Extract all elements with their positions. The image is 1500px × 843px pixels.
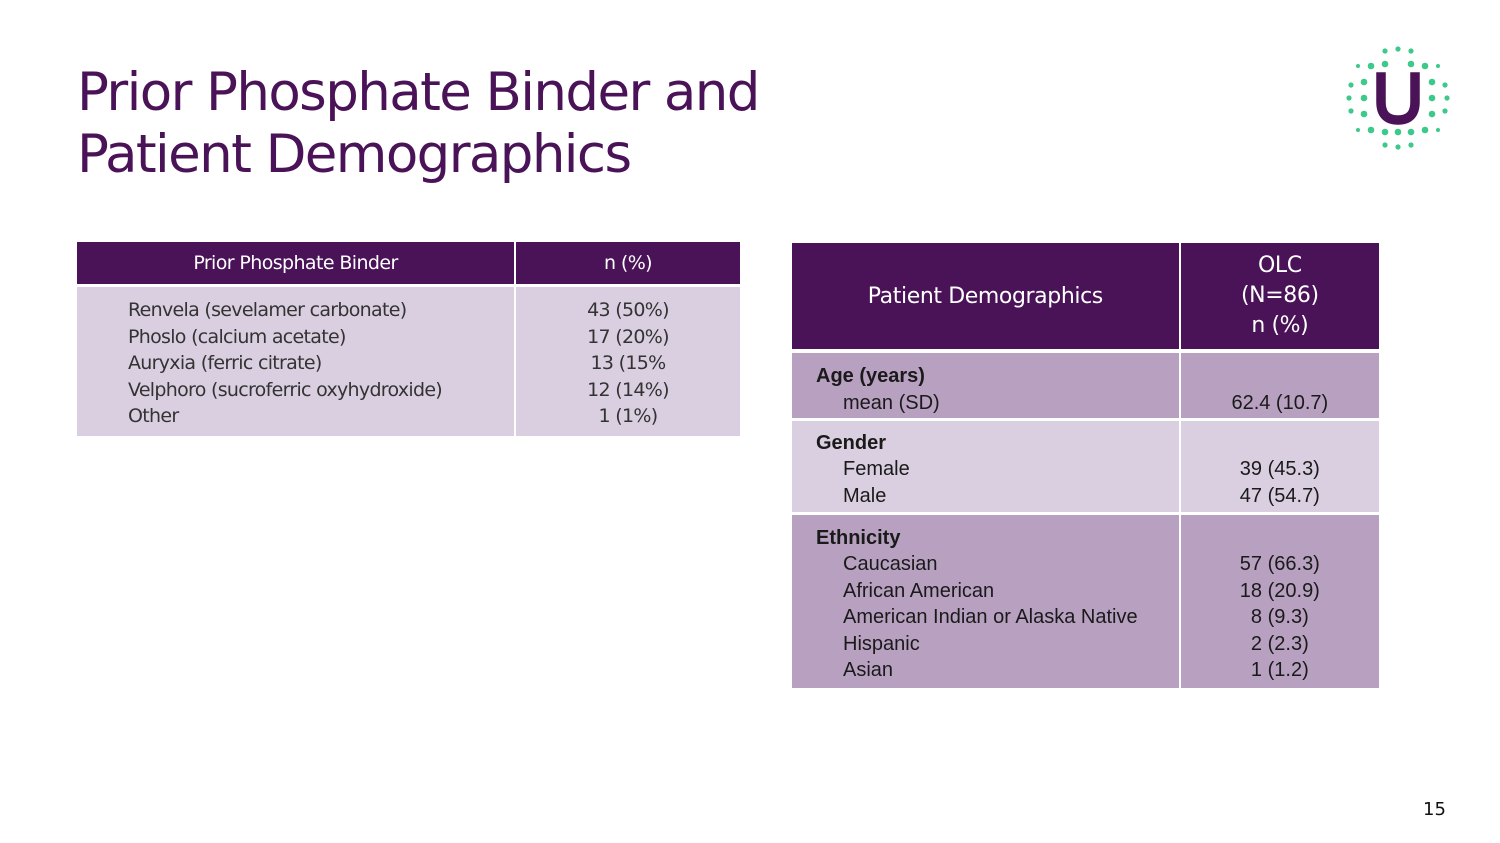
logo-u-letter (1376, 72, 1420, 125)
company-logo (1346, 46, 1450, 150)
binder-value: 13 (15% (590, 352, 667, 374)
section-item-label: Asian (843, 659, 894, 681)
binder-label: Phoslo (calcium acetate) (128, 325, 346, 348)
page-title: Prior Phosphate Binder and Patient Demog… (77, 62, 760, 186)
binder-values-cell: 43 (50%) 17 (20%) 13 (15% 12 (14%) 1 (1%… (515, 285, 740, 436)
binder-header-value: n (%) (515, 242, 740, 286)
page-number: 15 (1423, 799, 1446, 820)
section-row-gender: Gender Female Male 39 (45.3) 47 (54.7) (792, 419, 1379, 513)
age-labels-cell: Age (years) mean (SD) (792, 351, 1181, 419)
section-item-value: 62.4 (10.7) (1231, 391, 1329, 414)
binder-table-body-row: Renvela (sevelamer carbonate) Phoslo (ca… (77, 285, 740, 436)
section-item-label: African American (843, 579, 995, 602)
demographics-header-label: Patient Demographics (792, 243, 1181, 351)
header-n-pct: n (%) (1251, 313, 1309, 338)
binder-labels-cell: Renvela (sevelamer carbonate) Phoslo (ca… (77, 285, 516, 436)
section-item-label: Male (843, 484, 887, 507)
logo-dots (1346, 46, 1450, 150)
header-olc: OLC (1257, 253, 1302, 278)
demographics-header-row: Patient Demographics OLC (N=86) n (%) (792, 243, 1379, 351)
section-item-value: 18 (20.9) (1239, 579, 1320, 602)
binder-table-header-row: Prior Phosphate Binder n (%) (77, 242, 740, 286)
binder-label: Renvela (sevelamer carbonate) (128, 299, 407, 321)
section-item-value: 39 (45.3) (1239, 458, 1320, 480)
gender-labels-cell: Gender Female Male (792, 419, 1181, 513)
ethnicity-values-cell: 57 (66.3) 18 (20.9) 8 (9.3) 2 (2.3) 1 (1… (1179, 513, 1379, 688)
section-item-label: Hispanic (843, 632, 920, 655)
section-row-age: Age (years) mean (SD) 62.4 (10.7) (792, 351, 1379, 419)
gender-values-cell: 39 (45.3) 47 (54.7) (1179, 419, 1379, 513)
section-item-label: Female (843, 458, 910, 480)
section-heading: Age (years) (816, 365, 925, 387)
binder-value: 17 (20%) (587, 325, 669, 348)
section-row-ethnicity: Ethnicity Caucasian African American Ame… (792, 513, 1379, 688)
title-line-1: Prior Phosphate Binder and (77, 62, 760, 123)
header-n-total: (N=86) (1241, 283, 1319, 308)
ethnicity-labels-cell: Ethnicity Caucasian African American Ame… (792, 513, 1181, 688)
title-line-2: Patient Demographics (77, 124, 632, 185)
section-heading: Gender (816, 431, 887, 454)
patient-demographics-table: Patient Demographics OLC (N=86) n (%) Ag… (792, 243, 1379, 688)
section-item-value: 8 (9.3) (1250, 606, 1309, 628)
section-item-value: 57 (66.3) (1239, 553, 1320, 575)
binder-header-label: Prior Phosphate Binder (77, 242, 516, 286)
section-item-value: 1 (1.2) (1250, 659, 1309, 681)
binder-value: 12 (14%) (587, 378, 669, 401)
section-item-label: Caucasian (843, 553, 938, 575)
section-item-label: mean (SD) (843, 391, 940, 414)
section-item-value: 2 (2.3) (1250, 632, 1309, 655)
section-item-value: 47 (54.7) (1239, 484, 1320, 507)
demographics-header-value: OLC (N=86) n (%) (1179, 243, 1379, 351)
binder-value: 1 (1%) (598, 405, 659, 427)
binder-label: Auryxia (ferric citrate) (128, 352, 322, 374)
section-item-label: American Indian or Alaska Native (843, 606, 1138, 628)
binder-label: Velphoro (sucroferric oxyhydroxide) (128, 378, 443, 401)
prior-phosphate-binder-table: Prior Phosphate Binder n (%) Renvela (se… (77, 242, 740, 436)
binder-label: Other (128, 405, 179, 427)
binder-value: 43 (50%) (587, 299, 669, 321)
age-values-cell: 62.4 (10.7) (1179, 351, 1379, 419)
section-heading: Ethnicity (816, 526, 901, 549)
